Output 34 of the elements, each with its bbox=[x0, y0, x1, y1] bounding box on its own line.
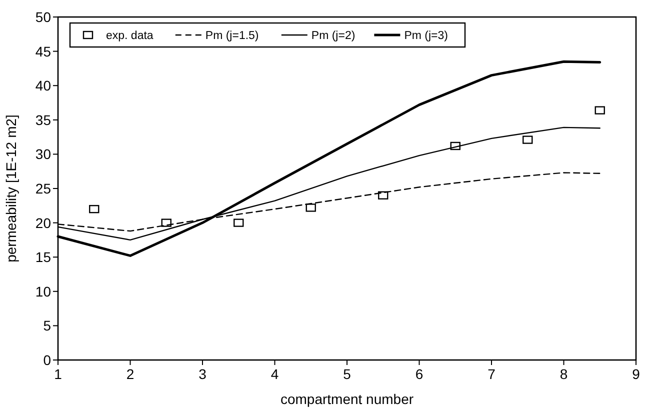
y-axis-title: permeability [1E-12 m2] bbox=[3, 114, 19, 262]
x-tick-label: 4 bbox=[270, 366, 279, 382]
y-tick-label: 40 bbox=[35, 78, 52, 94]
point bbox=[306, 204, 316, 212]
point bbox=[234, 218, 244, 227]
point bbox=[161, 218, 172, 227]
point bbox=[594, 106, 605, 114]
x-tick-label: 5 bbox=[343, 366, 352, 382]
point bbox=[450, 142, 460, 150]
x-tick-label: 9 bbox=[632, 366, 640, 382]
point bbox=[522, 136, 533, 144]
x-axis-title: compartment number bbox=[280, 391, 414, 407]
legend-label: exp. data bbox=[106, 30, 154, 42]
y-tick-label: 45 bbox=[35, 43, 52, 60]
point bbox=[378, 191, 388, 200]
y-tick-label: 50 bbox=[35, 9, 52, 25]
x-tick-label: 3 bbox=[198, 366, 207, 382]
y-tick-label: 5 bbox=[43, 318, 52, 334]
legend-label: Pm (j=3) bbox=[404, 30, 448, 42]
legend-label: Pm (j=2) bbox=[311, 30, 356, 42]
y-tick-label: 25 bbox=[35, 180, 52, 196]
y-tick-label: 20 bbox=[35, 214, 52, 231]
y-tick-label: 10 bbox=[35, 283, 52, 300]
y-tick-label: 30 bbox=[35, 146, 52, 162]
x-tick-label: 6 bbox=[415, 366, 424, 382]
y-tick-label: 15 bbox=[35, 249, 52, 266]
legend-label: Pm (j=1.5) bbox=[205, 30, 259, 42]
x-tick-label: 7 bbox=[488, 366, 496, 382]
point bbox=[89, 204, 100, 214]
x-tick-label: 2 bbox=[126, 366, 134, 382]
y-tick-label: 0 bbox=[43, 352, 52, 368]
y-tick-label: 35 bbox=[35, 112, 52, 128]
x-tick-label: 1 bbox=[54, 366, 62, 382]
x-tick-label: 8 bbox=[560, 366, 568, 382]
